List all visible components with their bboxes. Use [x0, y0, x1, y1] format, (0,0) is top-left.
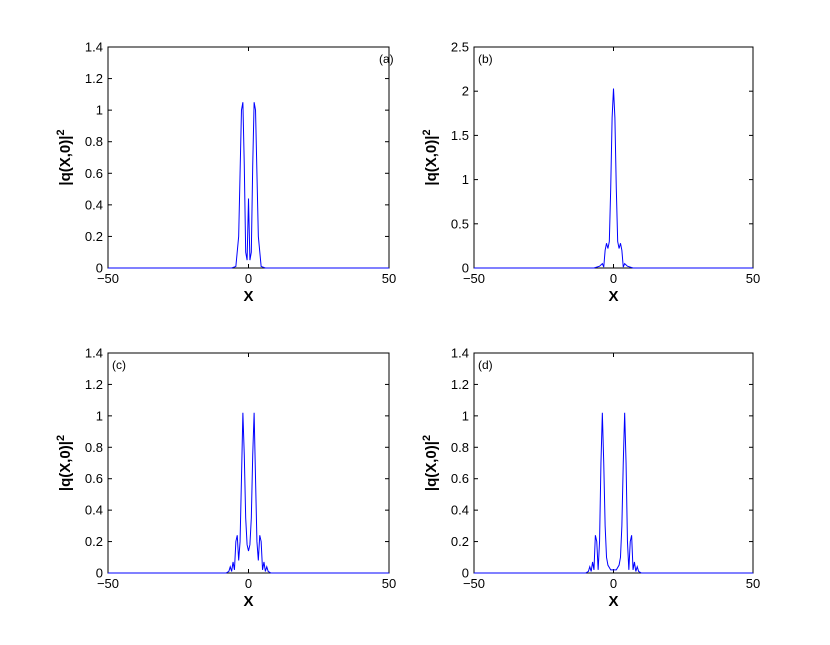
- y-tick-label: 0.2: [85, 229, 103, 244]
- y-tick-label: 0.5: [451, 216, 469, 231]
- y-tick-label: 1.4: [85, 346, 103, 361]
- y-tick-label: 1: [462, 408, 469, 423]
- series-line: [108, 412, 389, 574]
- y-tick-label: 0.8: [85, 134, 103, 149]
- x-tick-label: −50: [463, 576, 485, 591]
- x-tick-label: 50: [746, 271, 760, 286]
- plot-frame: [473, 352, 754, 574]
- plot-frame: [107, 352, 390, 574]
- y-tick-label: 0.4: [85, 197, 103, 212]
- x-tick-label: 50: [382, 576, 396, 591]
- y-tick-label: 0.4: [85, 503, 103, 518]
- panel-label: (a): [379, 52, 394, 66]
- y-axis-label: |q(X,0)|2: [421, 129, 440, 185]
- y-tick-label: 1.2: [451, 377, 469, 392]
- y-tick-label: 1: [462, 172, 469, 187]
- series-line: [474, 88, 753, 269]
- y-tick-label: 1.4: [85, 40, 103, 55]
- x-tick-label: −50: [463, 271, 485, 286]
- y-axis-label: |q(X,0)|2: [55, 129, 74, 185]
- y-tick-label: 0: [462, 566, 469, 581]
- subplot-c: 00.20.40.60.811.21.4−50 0 50X|q(X,0)|2(c): [55, 346, 396, 611]
- subplot-b: 00.511.522.5−50 0 50X|q(X,0)|2(b): [421, 40, 760, 306]
- plot-frame: [107, 46, 390, 269]
- x-axis-label: X: [608, 593, 618, 610]
- y-tick-label: 0.8: [451, 440, 469, 455]
- y-tick-label: 0: [96, 261, 103, 276]
- x-axis-label: X: [243, 288, 253, 305]
- panel-label: (d): [478, 358, 493, 372]
- y-tick-label: 2.5: [451, 40, 469, 55]
- y-tick-label: 1.2: [85, 377, 103, 392]
- panel-label: (b): [478, 52, 493, 66]
- y-tick-label: 0.6: [451, 471, 469, 486]
- y-tick-label: 0.2: [451, 534, 469, 549]
- x-tick-label: 0: [245, 271, 252, 286]
- y-tick-label: 0.8: [85, 440, 103, 455]
- panel-label: (c): [112, 358, 126, 372]
- y-axis-label: |q(X,0)|2: [55, 435, 74, 491]
- y-tick-label: 0: [462, 261, 469, 276]
- y-tick-label: 1.5: [451, 128, 469, 143]
- x-tick-label: 0: [245, 576, 252, 591]
- x-tick-label: 0: [610, 271, 617, 286]
- subplot-d: 00.20.40.60.811.21.4−50 0 50X|q(X,0)|2(d): [421, 346, 760, 611]
- y-tick-label: 1.2: [85, 71, 103, 86]
- y-tick-label: 2: [462, 84, 469, 99]
- y-tick-label: 0.2: [85, 534, 103, 549]
- y-tick-label: 1: [96, 408, 103, 423]
- x-axis-label: X: [243, 593, 253, 610]
- y-tick-label: 0.6: [85, 166, 103, 181]
- subplot-a: 00.20.40.60.811.21.4−50 0 50X|q(X,0)|2(a): [55, 40, 396, 306]
- x-tick-label: −50: [97, 271, 119, 286]
- y-tick-label: 0: [96, 566, 103, 581]
- x-tick-label: −50: [97, 576, 119, 591]
- series-line: [474, 412, 753, 574]
- y-tick-label: 1.4: [451, 346, 469, 361]
- series-line: [108, 102, 389, 269]
- y-tick-label: 1: [96, 103, 103, 118]
- y-axis-label: |q(X,0)|2: [421, 435, 440, 491]
- y-tick-label: 0.4: [451, 503, 469, 518]
- x-tick-label: 50: [746, 576, 760, 591]
- x-tick-label: 50: [382, 271, 396, 286]
- x-tick-label: 0: [610, 576, 617, 591]
- plot-frame: [473, 46, 754, 269]
- x-axis-label: X: [608, 288, 618, 305]
- y-tick-label: 0.6: [85, 471, 103, 486]
